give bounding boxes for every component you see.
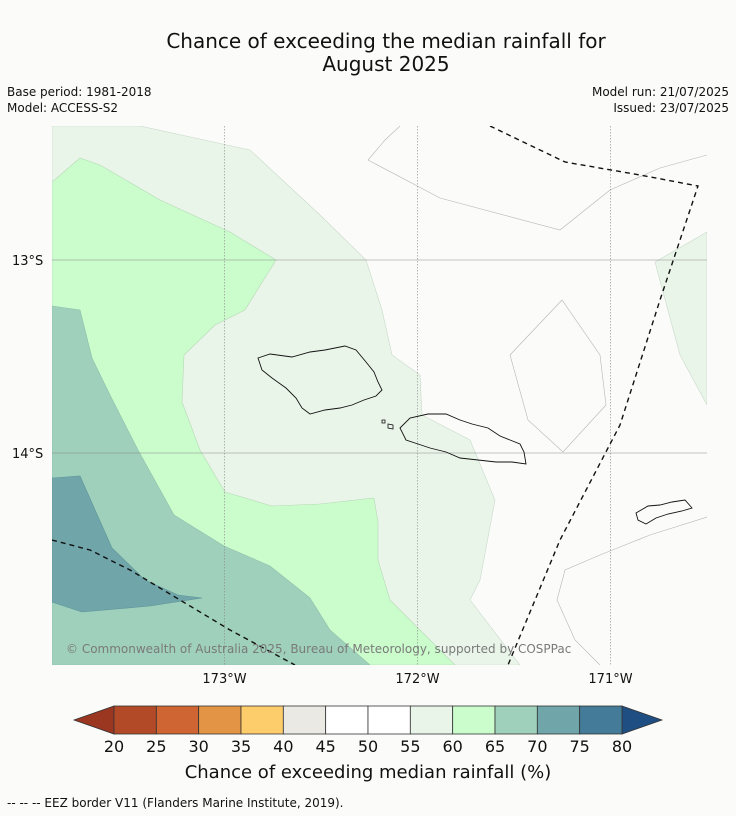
colorbar-bin-75-80 [579,705,623,735]
eez-footnote: -- -- -- EEZ border V11 (Flanders Marine… [7,796,344,810]
lat-tick-14s: 14°S [12,447,43,462]
map-gridlines [52,126,707,665]
colorbar-bin-65-70 [494,705,538,735]
meta-right: Model run: 21/07/2025 Issued: 23/07/2025 [592,84,729,116]
chart-title-line1: Chance of exceeding the median rainfall … [166,29,606,53]
colorbar-title: Chance of exceeding median rainfall (%) [185,762,552,783]
colorbar-tick-70: 70 [527,737,547,756]
colorbar-extend-under [72,705,115,735]
colorbar-extend-over [621,705,664,735]
colorbar-tick-60: 60 [442,737,462,756]
model-run: Model run: 21/07/2025 [591,85,729,99]
colorbar-tick-30: 30 [188,737,208,756]
map-credit: © Commonwealth of Australia 2025, Bureau… [66,642,571,656]
island-upolu [399,413,527,465]
colorbar-bin-25-30 [155,705,200,735]
colorbar-bin-35-40 [240,705,284,735]
colorbar-bin-55-60 [409,705,454,735]
colorbar-tick-35: 35 [231,737,251,756]
colorbar-tick-40: 40 [273,737,293,756]
chart-title: Chance of exceeding the median rainfall … [0,30,736,76]
colorbar-bin-50-55 [367,705,411,735]
island-manono [381,419,386,424]
lat-tick-13s: 13°S [12,254,43,269]
colorbar-tick-50: 50 [358,737,378,756]
colorbar-tick-65: 65 [485,737,505,756]
lon-tick-171w: 171°W [588,672,632,687]
contour-line-north [367,126,707,231]
colorbar-bin-40-45 [282,705,327,735]
map-panel: © Commonwealth of Australia 2025, Bureau… [52,126,707,665]
model-name: Model: ACCESS-S2 [7,101,119,115]
chart-title-line2: August 2025 [322,52,450,76]
island-savaii [257,345,383,415]
colorbar-tick-20: 20 [104,737,124,756]
lon-tick-172w: 172°W [395,672,439,687]
colorbar-bin-30-35 [198,705,242,735]
contour-line-southeast [556,516,707,665]
colorbar-tick-55: 55 [400,737,420,756]
eez-border-east [489,126,699,665]
colorbar-tick-80: 80 [612,737,632,756]
contour-70-75 [52,475,203,613]
colorbar-bin-20-25 [113,705,157,735]
lon-tick-173w: 173°W [202,672,246,687]
colorbar-tick-25: 25 [146,737,166,756]
contour-line-diamond [509,299,607,453]
island-apolima [387,423,394,430]
colorbar-bin-45-50 [325,705,369,735]
colorbar-tick-45: 45 [315,737,335,756]
base-period: Base period: 1981-2018 [7,85,152,99]
colorbar-bin-60-65 [452,705,496,735]
colorbar-tick-75: 75 [569,737,589,756]
meta-left: Base period: 1981-2018 Model: ACCESS-S2 [7,84,152,116]
issued-date: Issued: 23/07/2025 [613,101,729,115]
island-tutuila [635,499,693,525]
contour-55-60-east [654,231,707,406]
colorbar: 20 25 30 35 40 45 50 55 60 65 70 75 80 [72,705,664,756]
colorbar-bin-70-75 [536,705,581,735]
